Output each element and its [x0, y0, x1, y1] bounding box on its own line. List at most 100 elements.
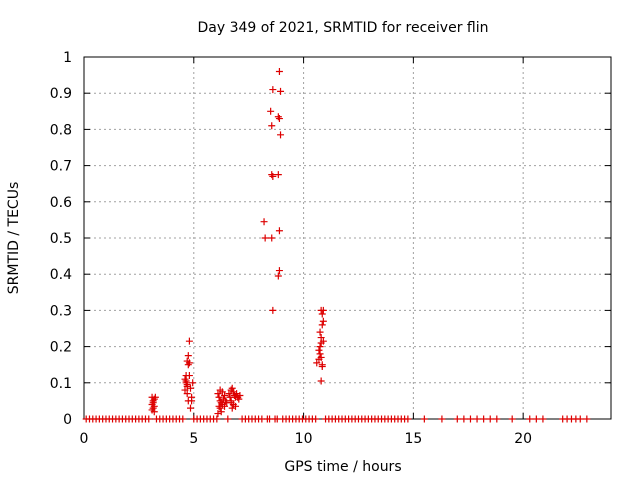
data-point: [277, 131, 285, 139]
data-point: [274, 171, 282, 179]
data-point: [232, 402, 240, 410]
data-point: [269, 172, 277, 180]
data-point: [235, 395, 243, 403]
data-point: [404, 415, 412, 423]
data-point: [318, 321, 326, 329]
data-point: [318, 363, 326, 371]
grid-lines: [84, 57, 611, 419]
data-point: [268, 171, 276, 179]
y-tick-label: 0.5: [50, 231, 72, 247]
data-point: [317, 377, 325, 385]
data-point: [275, 115, 283, 123]
y-tick-label: 1: [63, 50, 72, 66]
data-point: [420, 415, 428, 423]
data-point: [225, 390, 233, 398]
data-point: [184, 352, 192, 360]
data-point: [260, 218, 268, 226]
data-point: [315, 346, 323, 354]
data-point: [493, 415, 501, 423]
data-point: [149, 399, 157, 407]
data-point: [228, 404, 236, 412]
data-point: [188, 393, 196, 401]
data-point: [186, 384, 194, 392]
data-point: [215, 393, 223, 401]
data-point: [185, 372, 193, 380]
chart-title: Day 349 of 2021, SRMTID for receiver fli…: [198, 20, 489, 36]
data-point: [183, 381, 191, 389]
y-tick-label: 0.1: [50, 376, 72, 392]
data-point: [182, 377, 190, 385]
data-point: [261, 234, 269, 242]
data-point: [275, 67, 283, 75]
data-point: [486, 415, 494, 423]
data-point: [583, 415, 591, 423]
data-point: [526, 415, 534, 423]
data-point: [185, 337, 193, 345]
data-point: [316, 343, 324, 351]
data-point: [267, 107, 275, 115]
data-point: [319, 306, 327, 314]
data-point: [179, 415, 187, 423]
y-tick-label: 0.4: [50, 267, 72, 283]
data-point: [224, 415, 232, 423]
data-point: [145, 415, 153, 423]
data-point: [186, 404, 194, 412]
data-point: [460, 415, 468, 423]
data-point: [275, 267, 283, 275]
data-point: [213, 415, 221, 423]
data-point: [318, 310, 326, 318]
y-tick-label: 0.8: [50, 122, 72, 138]
data-point: [268, 122, 276, 130]
data-point: [227, 399, 235, 407]
data-point: [151, 393, 159, 401]
plot-frame: [83, 56, 612, 420]
data-point: [269, 86, 277, 94]
data-point: [274, 272, 282, 280]
data-point: [184, 361, 192, 369]
data-point: [317, 353, 325, 361]
data-points: [82, 67, 591, 423]
data-point: [508, 415, 516, 423]
y-tick-label: 0.6: [50, 195, 72, 211]
data-point: [317, 339, 325, 347]
data-point: [181, 386, 189, 394]
y-tick-label: 0.2: [50, 340, 72, 356]
axis-ticks: 00.10.20.30.40.50.60.70.80.910 5 10 15 20: [50, 50, 611, 447]
x-tick-label: 10: [295, 431, 313, 447]
data-point: [269, 306, 277, 314]
y-tick-label: 0: [63, 412, 72, 428]
data-point: [277, 87, 285, 95]
x-tick-label: 20: [514, 431, 532, 447]
data-point: [313, 359, 321, 367]
data-point: [532, 415, 540, 423]
data-point: [221, 391, 229, 399]
data-point: [473, 415, 481, 423]
x-tick-label: 15: [404, 431, 422, 447]
data-point: [221, 402, 229, 410]
data-point: [216, 386, 224, 394]
data-point: [438, 415, 446, 423]
data-point: [185, 359, 193, 367]
data-point: [189, 379, 197, 387]
data-point: [228, 384, 236, 392]
data-point: [319, 317, 327, 325]
x-axis-label: GPS time / hours: [284, 459, 401, 475]
data-point: [316, 350, 324, 358]
y-tick-label: 0.3: [50, 303, 72, 319]
data-point: [233, 390, 241, 398]
data-point: [268, 234, 276, 242]
data-point: [466, 415, 474, 423]
data-point: [150, 408, 158, 416]
data-point: [183, 390, 191, 398]
data-point: [480, 415, 488, 423]
y-tick-label: 0.7: [50, 159, 72, 175]
data-point: [275, 227, 283, 235]
data-point: [214, 390, 222, 398]
data-point: [316, 328, 324, 336]
x-tick-label: 0: [80, 431, 89, 447]
data-point: [274, 113, 282, 121]
data-point: [539, 415, 547, 423]
data-point: [576, 415, 584, 423]
data-point: [214, 410, 222, 418]
